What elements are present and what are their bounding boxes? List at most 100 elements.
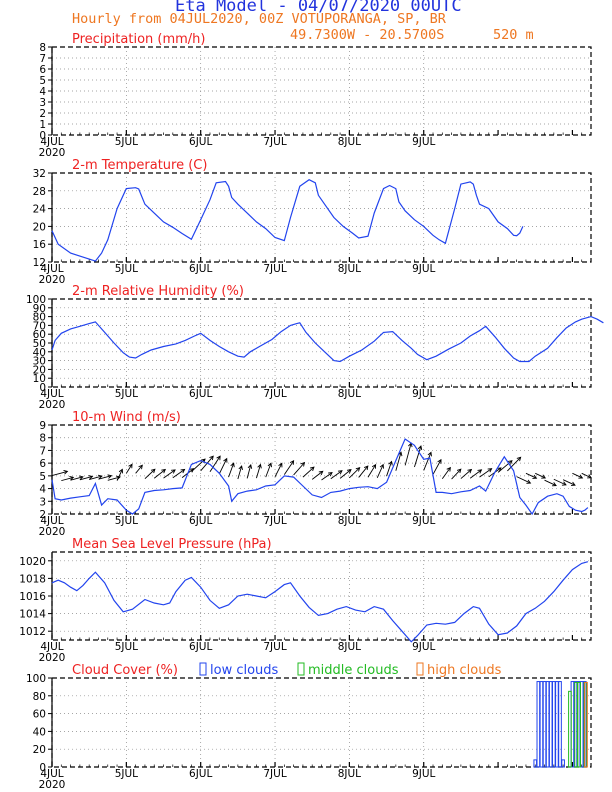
y-tick-label: 12	[33, 257, 46, 269]
wind-arrow-head	[107, 474, 113, 479]
x-tick-label: 4JUL	[40, 263, 63, 275]
x-tick-label: 5JUL	[115, 263, 138, 275]
wind-arrow-head	[570, 481, 576, 486]
wind-arrow-head	[267, 462, 272, 468]
wind-arrow-head	[78, 475, 84, 480]
wind-arrow-head	[209, 455, 214, 461]
wind-arrow-head	[456, 468, 462, 474]
x-tick-label: 4JUL	[40, 388, 63, 400]
wind-arrow-head	[161, 468, 166, 474]
y-tick-label: 0	[39, 130, 46, 142]
y-tick-label: 100	[26, 673, 46, 685]
wind-arrow	[311, 470, 324, 480]
legend-swatch	[199, 662, 207, 676]
x-tick-label: 7JUL	[263, 641, 286, 653]
panel-6	[48, 662, 592, 768]
low-cloud-bar	[555, 681, 559, 768]
wind-arrow	[153, 469, 166, 479]
y-tick-label: 8	[39, 433, 46, 445]
x-tick-label: 7JUL	[263, 136, 286, 148]
wind-arrow-head	[88, 475, 94, 480]
x-tick-label: 8JUL	[338, 641, 361, 653]
wind-arrow	[349, 467, 361, 479]
x-tick-label: 4JUL	[40, 515, 63, 527]
y-tick-label: 16	[33, 239, 47, 251]
x-year-label: 2020	[39, 399, 66, 411]
legend-label: low clouds	[210, 663, 279, 678]
wind-arrow	[414, 445, 422, 468]
x-tick-label: 9JUL	[412, 263, 435, 275]
wind-arrow	[125, 464, 133, 474]
wind-arrow-head	[346, 469, 352, 474]
pressure-line	[51, 561, 589, 643]
wind-arrow-head	[230, 462, 235, 468]
wind-arrow	[330, 470, 343, 480]
x-tick-label: 5JUL	[115, 136, 138, 148]
wind-arrow-head	[477, 469, 483, 474]
wind-arrow-head	[552, 482, 557, 487]
y-tick-label: 4	[39, 86, 46, 98]
wind-arrow-head	[247, 464, 253, 469]
y-tick-label: 24	[33, 204, 47, 216]
x-tick-label: 6JUL	[189, 641, 212, 653]
wind-arrow	[274, 463, 283, 478]
station-elevation: 520 m	[493, 27, 534, 43]
wind-arrow-head	[128, 463, 133, 469]
wind-arrow-head	[516, 456, 522, 462]
x-tick-label: 9JUL	[412, 388, 435, 400]
wind-arrow	[89, 475, 103, 480]
y-tick-label: 3	[39, 496, 46, 508]
wind-arrow	[460, 469, 472, 479]
wind-arrow	[218, 458, 228, 475]
y-tick-label: 60	[33, 329, 46, 341]
y-tick-label: 6	[39, 64, 46, 76]
plot-frame	[51, 677, 592, 768]
wind-arrow	[70, 476, 84, 481]
wind-arrow-head	[118, 468, 124, 474]
x-tick-label: 5JUL	[115, 768, 138, 780]
low-cloud-bar	[536, 681, 541, 768]
wind-arrow	[172, 469, 185, 479]
y-tick-label: 28	[33, 186, 46, 198]
y-tick-label: 1	[39, 119, 46, 131]
y-tick-label: 32	[33, 168, 46, 180]
wind-arrow	[544, 479, 557, 486]
legend-swatch	[416, 662, 424, 676]
wind-arrow-head	[138, 464, 143, 470]
y-tick-label: 80	[33, 312, 46, 324]
wind-arrow-head	[532, 474, 538, 479]
wind-arrow-head	[300, 461, 306, 467]
wind-arrow-head	[541, 474, 547, 479]
y-tick-label: 7	[39, 445, 46, 457]
wind-arrow-head	[507, 460, 513, 465]
x-tick-label: 8JUL	[338, 136, 361, 148]
y-tick-label: 1014	[19, 609, 46, 621]
x-year-label: 2020	[39, 274, 66, 286]
wind-arrow-head	[355, 467, 361, 472]
x-tick-label: 8JUL	[338, 515, 361, 527]
x-tick-label: 6JUL	[189, 388, 212, 400]
wind-arrow-head	[257, 463, 262, 469]
y-tick-label: 6	[39, 458, 46, 470]
chart-subtitle: Hourly from 04JUL2020, 00Z VOTUPORANGA, …	[72, 11, 446, 27]
x-tick-label: 6JUL	[189, 263, 212, 275]
wind-arrow	[386, 461, 393, 477]
y-tick-label: 90	[33, 303, 46, 315]
x-tick-label: 5JUL	[115, 388, 138, 400]
legend-swatch	[297, 662, 305, 676]
y-tick-label: 1012	[19, 626, 46, 638]
y-tick-label: 3	[39, 97, 46, 109]
wind-arrow-head	[379, 463, 384, 469]
y-tick-label: 1016	[19, 591, 46, 603]
y-tick-label: 10	[33, 373, 46, 385]
wind-arrow	[395, 452, 402, 471]
wind-arrow-head	[309, 466, 315, 472]
wind-arrow	[525, 472, 537, 479]
y-tick-label: 50	[33, 338, 46, 350]
legend-label: high clouds	[427, 663, 502, 678]
x-tick-label: 8JUL	[338, 388, 361, 400]
y-tick-label: 80	[33, 691, 46, 703]
low-cloud-bar	[542, 681, 547, 768]
y-tick-label: 1018	[19, 573, 46, 585]
